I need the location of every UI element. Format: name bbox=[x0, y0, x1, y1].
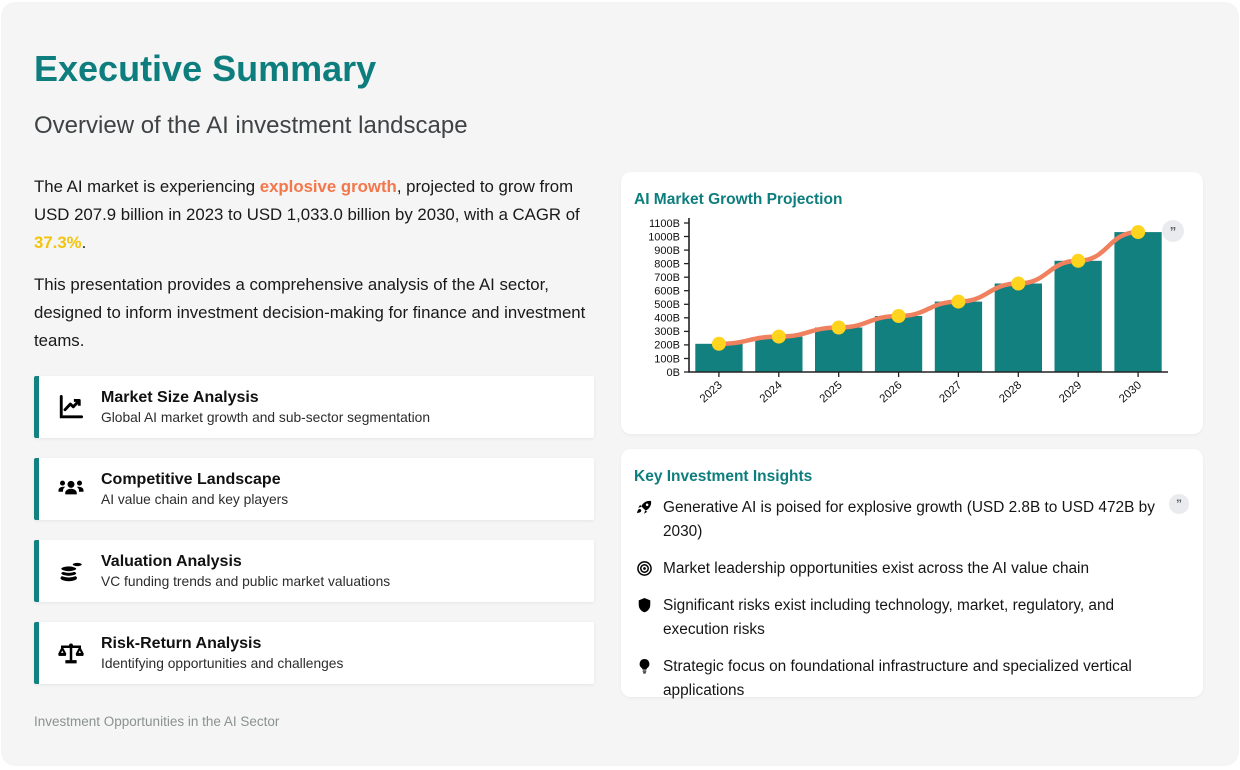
marker-2025 bbox=[831, 320, 846, 335]
marker-2023 bbox=[711, 336, 726, 351]
bar-2030 bbox=[1114, 232, 1162, 372]
marker-2029 bbox=[1071, 253, 1086, 268]
svg-text:400B: 400B bbox=[654, 313, 680, 325]
marker-2028 bbox=[1011, 276, 1026, 291]
svg-text:2027: 2027 bbox=[937, 379, 964, 405]
insights-list: Generative AI is poised for explosive gr… bbox=[634, 496, 1174, 716]
intro-paragraph-growth: The AI market is experiencing explosive … bbox=[34, 177, 580, 252]
insight-item: Strategic focus on foundational infrastr… bbox=[634, 655, 1174, 703]
section-title: Risk-Return Analysis bbox=[101, 634, 262, 652]
intro-paragraph-purpose: This presentation provides a comprehensi… bbox=[34, 275, 586, 350]
marker-2030 bbox=[1131, 225, 1146, 240]
insight-text: Strategic focus on foundational infrastr… bbox=[663, 658, 1132, 699]
insight-text: Significant risks exist including techno… bbox=[663, 597, 1115, 638]
insight-item: Market leadership opportunities exist ac… bbox=[634, 557, 1174, 581]
lightbulb-icon bbox=[634, 655, 654, 679]
svg-text:2030: 2030 bbox=[1117, 379, 1144, 405]
svg-text:700B: 700B bbox=[654, 272, 680, 284]
chart-line-icon bbox=[55, 391, 87, 423]
highlight-explosive-growth: explosive growth bbox=[259, 177, 397, 196]
section-list: Market Size Analysis Global AI market gro… bbox=[34, 376, 594, 684]
section-card-risk-return-analysis: Risk-Return Analysis Identifying opportun… bbox=[34, 622, 594, 684]
shield-icon bbox=[634, 594, 654, 618]
section-subtitle: Global AI market growth and sub-sector s… bbox=[101, 409, 430, 425]
scale-icon bbox=[55, 637, 87, 669]
highlight-cagr: 37.3% bbox=[34, 233, 82, 252]
insight-text: Market leadership opportunities exist ac… bbox=[663, 560, 1090, 577]
section-card-valuation-analysis: Valuation Analysis VC funding trends and … bbox=[34, 540, 594, 602]
svg-text:2023: 2023 bbox=[698, 379, 725, 405]
svg-text:300B: 300B bbox=[654, 326, 680, 338]
rocket-icon bbox=[634, 496, 654, 520]
svg-text:2026: 2026 bbox=[878, 379, 905, 405]
insight-item: Significant risks exist including techno… bbox=[634, 594, 1174, 642]
section-subtitle: VC funding trends and public market valu… bbox=[101, 573, 391, 589]
svg-text:1100B: 1100B bbox=[649, 218, 680, 230]
people-group-icon bbox=[55, 473, 87, 505]
section-subtitle: Identifying opportunities and challenges bbox=[101, 655, 344, 671]
marker-2027 bbox=[951, 294, 966, 309]
svg-text:600B: 600B bbox=[654, 286, 680, 298]
chart-card: AI Market Growth Projection ” 0B 100B 200B… bbox=[621, 172, 1203, 434]
section-title: Valuation Analysis bbox=[101, 552, 242, 570]
svg-text:200B: 200B bbox=[654, 340, 680, 352]
quote-icon[interactable]: ” bbox=[1162, 220, 1184, 242]
footer-text: Investment Opportunities in the AI Secto… bbox=[34, 714, 280, 729]
bar-2026 bbox=[874, 316, 923, 372]
svg-text:2029: 2029 bbox=[1057, 379, 1084, 405]
svg-text:900B: 900B bbox=[654, 245, 680, 257]
quote-icon[interactable]: ” bbox=[1169, 494, 1189, 514]
insight-item: Generative AI is poised for explosive gr… bbox=[634, 496, 1174, 544]
section-card-market-size-analysis: Market Size Analysis Global AI market gro… bbox=[34, 376, 594, 438]
svg-text:100B: 100B bbox=[654, 353, 680, 365]
chart-title: AI Market Growth Projection bbox=[634, 191, 843, 208]
section-card-competitive-landscape: Competitive Landscape AI value chain and … bbox=[34, 458, 594, 520]
svg-text:1000B: 1000B bbox=[648, 231, 680, 243]
section-title: Competitive Landscape bbox=[101, 470, 281, 488]
insights-card: Key Investment Insights ” Generative AI … bbox=[621, 449, 1203, 699]
bar-2029 bbox=[1054, 260, 1102, 372]
section-title: Market Size Analysis bbox=[101, 388, 259, 406]
svg-text:500B: 500B bbox=[654, 299, 680, 311]
page-title: Executive Summary bbox=[34, 48, 377, 89]
page-subtitle: Overview of the AI investment landscape bbox=[34, 112, 468, 139]
bar-2025 bbox=[815, 327, 863, 372]
section-subtitle: AI value chain and key players bbox=[101, 491, 289, 507]
bar-2028 bbox=[994, 283, 1042, 372]
insights-title: Key Investment Insights bbox=[634, 468, 813, 485]
marker-2024 bbox=[771, 329, 786, 344]
insight-text: Generative AI is poised for explosive gr… bbox=[663, 499, 1155, 540]
bar-2027 bbox=[934, 301, 983, 372]
svg-text:2024: 2024 bbox=[758, 379, 785, 405]
marker-2026 bbox=[891, 309, 906, 323]
svg-text:0B: 0B bbox=[667, 367, 680, 379]
svg-text:2028: 2028 bbox=[997, 379, 1024, 405]
coins-icon bbox=[55, 555, 87, 587]
target-icon bbox=[634, 557, 654, 581]
svg-text:2025: 2025 bbox=[818, 379, 845, 405]
svg-text:800B: 800B bbox=[654, 258, 680, 270]
